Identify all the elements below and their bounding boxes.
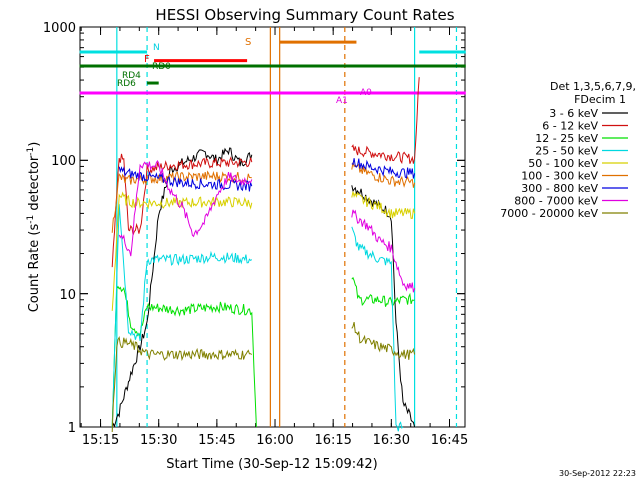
y-tick-label: 1 [68, 421, 76, 436]
x-tick-labels: 15:15 15:30 15:45 16:00 16:15 16:30 16:45 [82, 433, 468, 448]
footer-date: 30-Sep-2012 22:23 [559, 469, 636, 478]
x-tick-label: 15:45 [198, 433, 235, 448]
series-line [111, 153, 253, 268]
legend-header: Det 1,3,5,6,7,9, [550, 80, 636, 93]
series-line [351, 191, 416, 219]
flag-label-a1: A1 [336, 96, 348, 106]
y-axis-label: Count Rate (s-1 detector-1) [26, 142, 42, 313]
series-line [118, 160, 253, 257]
flag-label-n: N [153, 43, 160, 53]
x-tick-label: 16:45 [431, 433, 468, 448]
series-line [111, 170, 252, 233]
legend-label: 7000 - 20000 keV [500, 207, 598, 220]
series-line [111, 147, 253, 428]
legend-label: 6 - 12 keV [542, 120, 598, 133]
x-tick-label: 15:30 [140, 433, 177, 448]
x-tick-label: 16:15 [314, 433, 351, 448]
legend-label: 800 - 7000 keV [514, 195, 598, 208]
series-line [351, 209, 416, 293]
legend-label: 50 - 100 keV [528, 157, 598, 170]
plot-frame [79, 26, 466, 428]
legend-label: 100 - 300 keV [521, 170, 598, 183]
legend-header: FDecim 1 [574, 93, 626, 106]
flag-label-rd6: RD6 [117, 79, 136, 89]
chart-title: HESSI Observing Summary Count Rates [155, 6, 454, 24]
flag-label-rd4: RD4 [122, 71, 141, 81]
flag-label-a0: A0 [360, 88, 372, 98]
series-line [111, 191, 253, 311]
series-lines [111, 77, 420, 433]
flag-label-rd0: RD0 [152, 62, 171, 72]
series-line [118, 166, 253, 192]
legend-label: 300 - 800 keV [521, 182, 598, 195]
x-tick-label: 16:30 [373, 433, 410, 448]
x-tick-label: 16:00 [256, 433, 293, 448]
series-line [351, 162, 416, 188]
series-line [111, 336, 253, 433]
legend-label: 12 - 25 keV [535, 132, 598, 145]
flag-label-s: S [245, 37, 251, 48]
flag-label-f: F [144, 54, 150, 65]
legend-label: 25 - 50 keV [535, 145, 598, 158]
flag-bars [79, 40, 466, 95]
series-line [111, 204, 253, 429]
series-line [351, 276, 415, 308]
x-tick-label: 15:15 [82, 433, 119, 448]
series-line [351, 226, 404, 432]
x-axis-label: Start Time (30-Sep-12 15:09:42) [166, 457, 377, 472]
series-line [351, 158, 416, 179]
axis-ticks [80, 26, 465, 428]
y-tick-label: 1000 [43, 21, 76, 36]
series-line [111, 285, 257, 428]
series-line [351, 321, 416, 360]
y-tick-label: 100 [51, 154, 76, 169]
legend-label: 3 - 6 keV [549, 107, 598, 120]
y-tick-label: 10 [59, 288, 76, 303]
series-line [351, 77, 420, 165]
vertical-markers [116, 27, 458, 427]
